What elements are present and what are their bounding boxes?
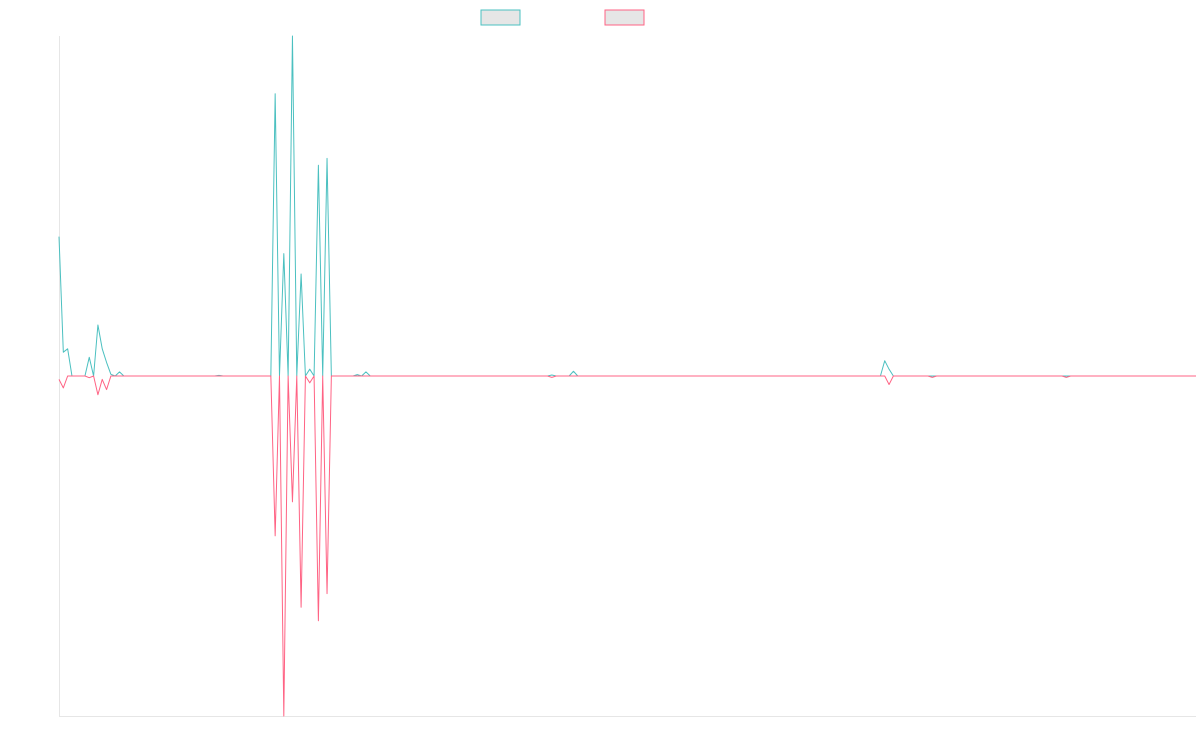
legend-swatch-series-2[interactable]	[604, 9, 645, 26]
legend	[480, 9, 645, 26]
legend-swatch-series-1[interactable]	[480, 9, 521, 26]
series-layer	[58, 35, 1196, 717]
series-line-2	[58, 375, 1196, 717]
series-line-1	[58, 35, 1196, 377]
